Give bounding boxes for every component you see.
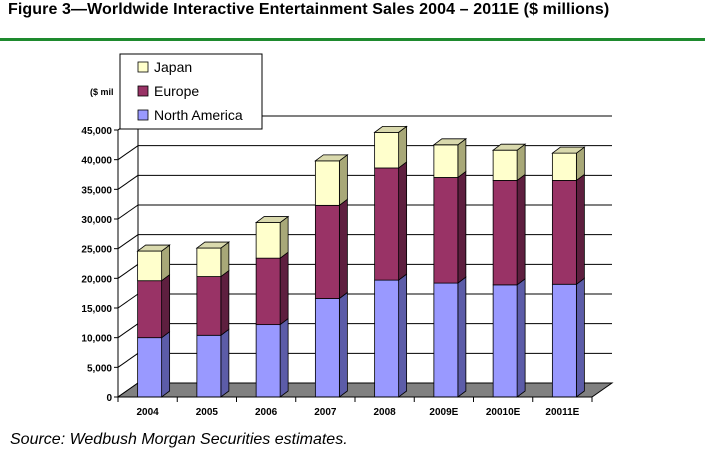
bar-japan-2005-top — [195, 241, 231, 249]
gridline-diagonal — [117, 352, 139, 368]
bar-north-america-20010e-side — [516, 278, 526, 398]
title-divider — [0, 38, 705, 41]
bar-japan-2008 — [374, 131, 400, 169]
bar-europe-20011e-side — [575, 173, 585, 286]
x-tick-label-2009e: 2009E — [429, 407, 458, 418]
legend-swatch-japan — [137, 61, 149, 73]
chart-legend: Japan Europe North America — [119, 53, 263, 130]
bar-north-america-20011e-side — [575, 277, 585, 398]
bar-north-america-2005 — [196, 334, 222, 398]
bar-europe-2004-side — [161, 273, 171, 339]
source-note: Source: Wedbush Morgan Securities estima… — [10, 431, 348, 448]
x-tick-label-2006: 2006 — [255, 407, 278, 418]
bar-europe-2007-side — [338, 198, 348, 300]
legend-swatch-europe — [137, 85, 149, 97]
bar-north-america-2004 — [137, 337, 163, 398]
bar-japan-2006-top — [254, 216, 290, 223]
chart-floor-plane — [116, 382, 614, 398]
y-tick-label: 35,000 — [81, 185, 112, 196]
gridline-diagonal — [117, 323, 139, 339]
bar-japan-2008-top — [373, 125, 408, 133]
y-axis-unit-label: ($ mil — [90, 87, 114, 97]
bar-north-america-2008 — [374, 279, 400, 398]
y-tick-label: 40,000 — [81, 156, 112, 167]
bar-europe-2006-side — [279, 251, 289, 326]
bar-japan-2004-top — [136, 244, 171, 252]
bar-north-america-2009e-side — [457, 276, 467, 398]
x-tick-label-2004: 2004 — [137, 407, 160, 418]
bar-japan-20010e-top — [491, 143, 527, 151]
bar-japan-20011e-top — [551, 146, 586, 154]
y-tick-label: 45,000 — [81, 126, 112, 137]
bar-europe-20011e — [551, 180, 577, 285]
x-tick-label-20010e: 20010E — [486, 407, 521, 418]
figure-title: Figure 3—Worldwide Interactive Entertain… — [8, 1, 610, 18]
gridline-diagonal — [117, 174, 139, 190]
bar-europe-2009e — [433, 177, 459, 284]
bar-japan-2009e — [433, 144, 459, 178]
chart-bars — [136, 125, 586, 398]
bar-north-america-2008-side — [398, 273, 408, 398]
legend-label-north-america: North America — [154, 107, 243, 123]
bar-japan-20010e — [492, 149, 518, 181]
legend-label-japan: Japan — [154, 59, 192, 75]
bar-north-america-20010e — [492, 284, 518, 398]
y-tick-label: 30,000 — [81, 215, 112, 226]
y-tick-label: 15,000 — [81, 304, 112, 315]
y-tick-label: 10,000 — [81, 334, 112, 345]
legend-swatch-north-america — [137, 109, 149, 121]
bar-japan-2009e-side — [457, 138, 467, 179]
gridline-diagonal — [117, 263, 139, 279]
bar-europe-2008-side — [398, 161, 408, 281]
y-tick-label: 20,000 — [81, 274, 112, 285]
bar-north-america-2006-side — [279, 317, 289, 398]
x-tick-label-2008: 2008 — [374, 407, 397, 418]
bar-europe-2006 — [255, 257, 281, 326]
chart-axes — [114, 129, 593, 402]
y-tick-labels: 0 5,000 10,000 15,000 20,000 25,000 30,000 35,0… — [81, 87, 113, 404]
bar-europe-2005 — [196, 276, 222, 336]
chart-gridlines — [117, 115, 612, 368]
x-tick-label-20011e: 20011E — [545, 407, 579, 418]
gridline-diagonal — [117, 293, 139, 309]
bar-japan-20011e — [551, 152, 577, 181]
y-tick-label: 5,000 — [87, 363, 112, 374]
bar-europe-2008 — [374, 167, 400, 281]
gridline-diagonal — [117, 204, 139, 220]
x-tick-label-2007: 2007 — [314, 407, 337, 418]
bar-europe-2009e-side — [457, 170, 467, 284]
bar-japan-2008-side — [398, 125, 408, 169]
bar-japan-2005 — [196, 247, 222, 277]
stacked-bar-chart: 0 5,000 10,000 15,000 20,000 25,000 30,000 35,0… — [81, 53, 614, 418]
y-tick-label: 25,000 — [81, 245, 112, 256]
bar-north-america-2006 — [255, 324, 281, 398]
bar-japan-2007-top — [314, 154, 349, 162]
bar-north-america-2007 — [314, 298, 340, 398]
bar-europe-20010e — [492, 180, 518, 286]
bar-north-america-20011e — [551, 283, 577, 398]
bar-north-america-2009e — [433, 282, 459, 398]
bar-japan-2009e-top — [432, 138, 468, 146]
chart-floor — [116, 382, 614, 398]
legend-label-europe: Europe — [154, 83, 199, 99]
x-tick-label-2005: 2005 — [196, 407, 219, 418]
bar-north-america-2007-side — [338, 291, 348, 398]
bar-europe-2005-side — [220, 269, 230, 337]
y-tick-label: 0 — [106, 393, 112, 404]
gridline-diagonal — [117, 145, 139, 161]
bar-europe-2007 — [314, 204, 340, 299]
bar-japan-2006-side — [279, 215, 289, 259]
bar-north-america-2005-side — [220, 328, 230, 398]
bar-japan-2004 — [137, 250, 163, 282]
bar-europe-2004 — [137, 280, 163, 339]
bar-north-america-2004-side — [161, 330, 171, 398]
bar-japan-2007 — [314, 160, 340, 206]
bar-europe-20010e-side — [516, 173, 526, 286]
bar-japan-2006 — [255, 222, 281, 259]
bar-japan-2007-side — [338, 154, 348, 207]
gridline-diagonal — [117, 234, 139, 250]
x-tick-labels: 2004 2005 2006 2007 2008 2009E 20010E 20011E — [137, 407, 580, 418]
